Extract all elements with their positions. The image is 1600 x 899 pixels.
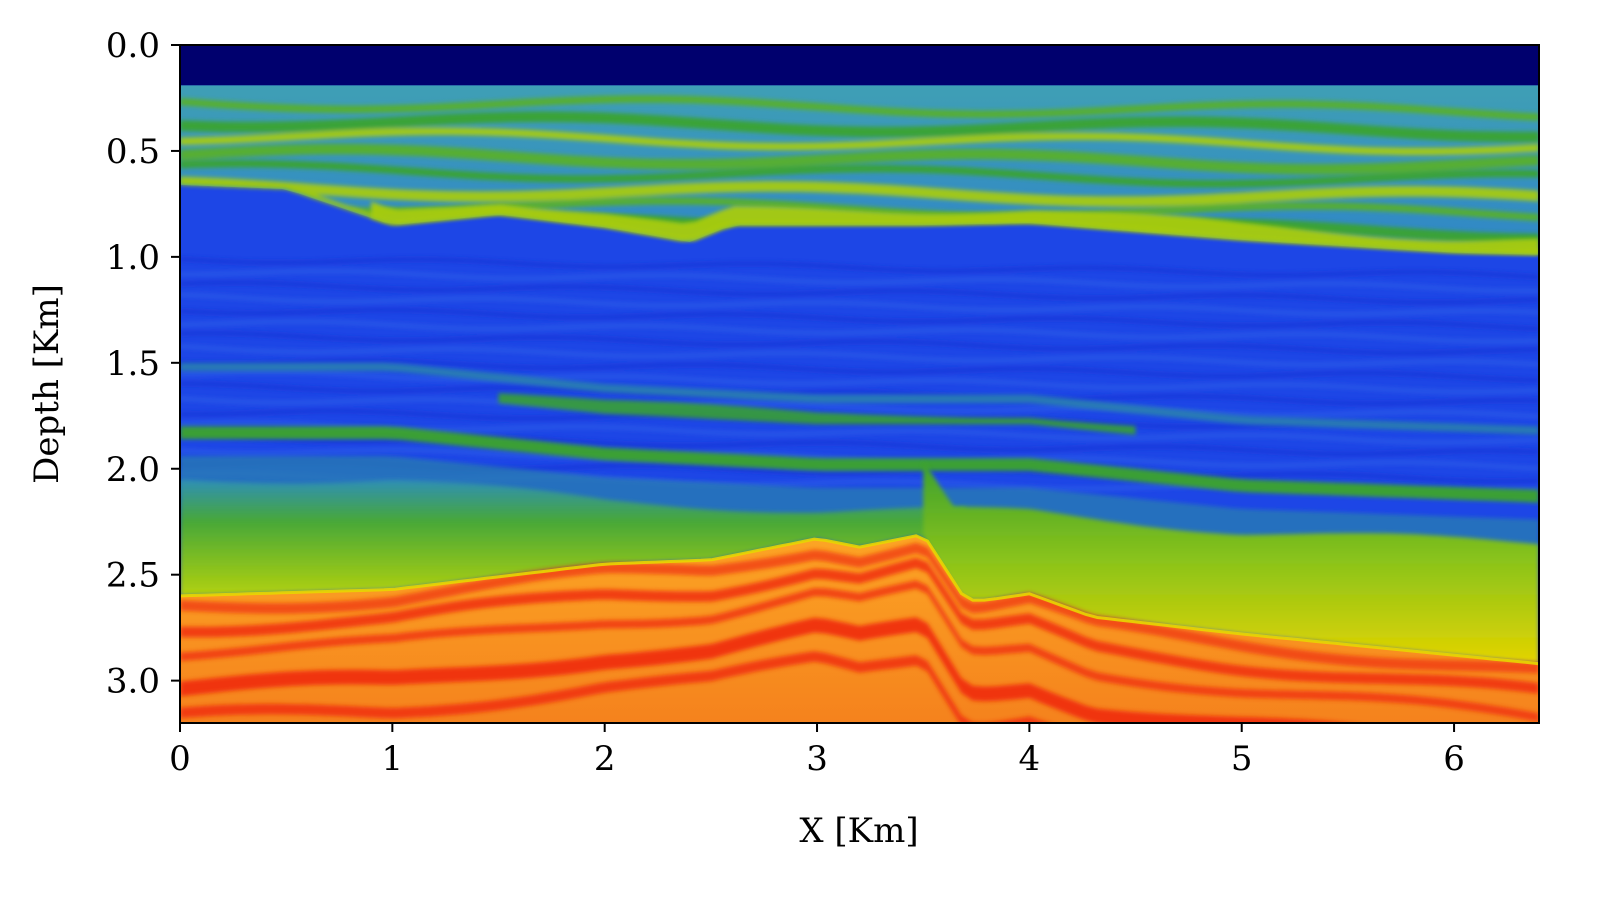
y-tick-label: 1.5	[106, 344, 160, 384]
y-tick-label: 0.5	[106, 132, 160, 172]
x-axis: 0 1 2 3 4 5 6	[169, 723, 1465, 779]
deep-sediment-left	[180, 479, 966, 601]
mid-streak	[180, 381, 1539, 406]
shallow-stripe	[180, 176, 1539, 207]
deep-sediment-right	[923, 460, 1539, 664]
x-axis-title: X [Km]	[799, 811, 918, 851]
teal-band	[180, 362, 1539, 435]
shallow-stripe	[180, 111, 1539, 143]
red-layer	[180, 557, 1539, 694]
mid-streak	[180, 420, 1539, 445]
mid-streak	[180, 319, 1539, 344]
red-layer	[180, 651, 1049, 723]
mid-streak	[180, 358, 1539, 383]
shallow-stripe	[180, 159, 1539, 188]
green-band-main	[180, 426, 1539, 503]
y-tick-label: 0.0	[106, 26, 160, 66]
y-tick-label: 3.0	[106, 662, 160, 702]
red-layer	[180, 580, 1539, 722]
mid-streak	[180, 344, 1539, 367]
mid-streak	[180, 432, 1539, 457]
shallow-stripe	[180, 127, 1539, 156]
x-tick-label: 1	[382, 739, 404, 779]
y-tick-label: 2.0	[106, 450, 160, 490]
velocity-image	[180, 45, 1539, 723]
mid-streak	[180, 370, 1539, 394]
mid-streak	[180, 292, 1539, 317]
mid-streak	[180, 280, 1539, 305]
x-tick-label: 2	[594, 739, 616, 779]
shallow-stripe	[180, 95, 1539, 121]
plot-frame	[179, 44, 1540, 724]
shallow-stripe	[180, 143, 1539, 175]
basement-top-rim	[180, 534, 1539, 666]
mid-streak	[180, 269, 1539, 293]
mid-streak	[180, 307, 1539, 331]
y-axis: 0.0 0.5 1.0 1.5 2.0 2.5 3.0	[106, 26, 180, 702]
x-tick-label: 4	[1019, 739, 1041, 779]
y-tick-label: 1.0	[106, 238, 160, 278]
green-lens	[498, 393, 1136, 435]
mid-streak	[180, 331, 1539, 356]
x-tick-label: 0	[169, 739, 191, 779]
shallow-stripe	[180, 180, 1539, 222]
y-tick-label: 2.5	[106, 556, 160, 596]
x-tick-label: 3	[806, 739, 828, 779]
water-layer	[180, 45, 1539, 86]
red-layer	[180, 617, 1348, 723]
x-tick-label: 6	[1443, 739, 1465, 779]
mid-streak	[180, 256, 1539, 280]
y-axis-title: Depth [Km]	[27, 284, 67, 484]
unconformity-lens	[371, 201, 1539, 255]
x-tick-label: 5	[1231, 739, 1253, 779]
